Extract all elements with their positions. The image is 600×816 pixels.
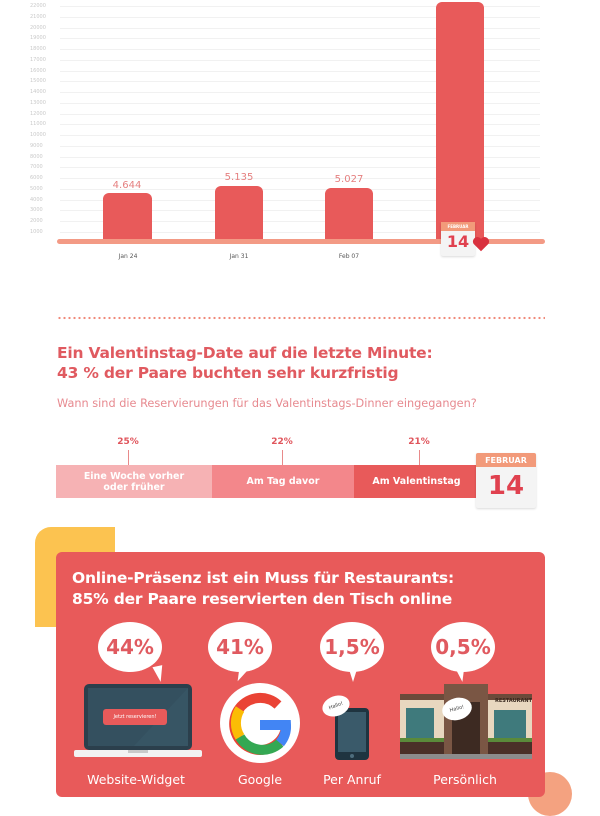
y-tick-label: 6000 xyxy=(30,175,43,182)
y-tick-label: 9000 xyxy=(30,142,43,149)
y-tick-label: 12000 xyxy=(30,110,46,117)
percent-bubble: 41% xyxy=(208,622,272,672)
bar-feb-14 xyxy=(436,2,484,240)
y-tick-label: 5000 xyxy=(30,185,43,192)
y-tick-label: 13000 xyxy=(30,99,46,106)
gridline xyxy=(60,199,540,201)
gridline xyxy=(60,113,540,115)
section-subtitle-timing: Wann sind die Reservierungen für das Val… xyxy=(57,397,477,410)
segment-tick xyxy=(128,450,129,465)
y-tick-label: 2000 xyxy=(30,218,43,225)
y-tick-label: 1000 xyxy=(30,229,43,235)
segment-percent: 22% xyxy=(271,437,293,447)
gridline xyxy=(60,16,540,18)
gridline xyxy=(60,167,540,169)
segment-tick xyxy=(282,450,283,465)
x-tick-label: Jan 24 xyxy=(118,253,138,260)
gridline xyxy=(60,38,540,40)
bubble-tail xyxy=(348,666,358,682)
x-tick-label: Jan 31 xyxy=(229,253,249,260)
heart-icon xyxy=(472,236,490,256)
gridline xyxy=(60,221,540,223)
y-tick-label: 19000 xyxy=(30,35,46,42)
gridline xyxy=(60,156,540,158)
restaurant-icon xyxy=(400,684,532,766)
gridline xyxy=(60,70,540,72)
restaurant-sign: RESTAURANT xyxy=(495,698,532,704)
segment-percent: 25% xyxy=(117,437,139,447)
segment-day-before: Am Tag davor xyxy=(212,465,354,498)
channel-label: Google xyxy=(237,772,283,787)
y-tick-label: 11000 xyxy=(30,121,46,128)
y-tick-label: 20000 xyxy=(30,24,46,31)
x-axis-baseline xyxy=(57,239,545,244)
bar-value-label: 5.135 xyxy=(224,172,254,183)
bar-value-label: 5.027 xyxy=(334,174,364,185)
y-tick-label: 3000 xyxy=(30,207,43,214)
segment-percent: 21% xyxy=(408,437,430,447)
gridline xyxy=(60,124,540,126)
y-tick-label: 18000 xyxy=(30,46,46,53)
section-title-timing: Ein Valentinstag-Date auf die letzte Min… xyxy=(57,344,433,382)
gridline xyxy=(60,178,540,180)
segment-week-before: Eine Woche vorher oder früher xyxy=(56,465,212,498)
bar-jan-31 xyxy=(215,186,263,240)
bubble-tail xyxy=(152,665,166,683)
y-tick-label: 16000 xyxy=(30,67,46,74)
laptop-icon xyxy=(74,684,202,768)
gridline xyxy=(60,232,540,233)
gridline xyxy=(60,27,540,29)
gridline xyxy=(60,81,540,83)
dotted-divider xyxy=(57,316,545,320)
google-icon xyxy=(220,683,300,763)
online-presence-card: Online-Präsenz ist ein Muss für Restaura… xyxy=(56,552,545,797)
gridline xyxy=(60,135,540,137)
gridline xyxy=(60,210,540,212)
channel-label: Per Anruf xyxy=(323,772,381,787)
y-tick-label: 4000 xyxy=(30,196,43,203)
bar-value-label: 4.644 xyxy=(112,180,142,191)
gridline xyxy=(60,188,540,190)
gridline xyxy=(60,102,540,104)
y-tick-label: 15000 xyxy=(30,78,46,85)
bar-jan-24 xyxy=(103,193,152,240)
y-tick-label: 7000 xyxy=(30,164,43,171)
gridline xyxy=(60,6,540,7)
channel-label: Persönlich xyxy=(433,772,497,787)
y-tick-label: 22000 xyxy=(30,3,46,9)
percent-bubble: 44% xyxy=(98,622,162,672)
reserve-button: Jetzt reservieren! xyxy=(103,709,167,725)
bar-feb-07 xyxy=(325,188,373,240)
percent-bubble: 1,5% xyxy=(320,622,384,672)
x-tick-label: Feb 07 xyxy=(338,253,360,260)
y-tick-label: 14000 xyxy=(30,89,46,96)
gridline xyxy=(60,59,540,61)
phone-icon xyxy=(335,708,369,760)
y-tick-label: 10000 xyxy=(30,132,46,139)
channel-label: Website-Widget xyxy=(87,772,185,787)
segment-valentines-day: Am Valentinstag xyxy=(354,465,479,498)
y-tick-label: 21000 xyxy=(30,13,46,20)
percent-bubble: 0,5% xyxy=(431,622,495,672)
gridline xyxy=(60,49,540,51)
segment-tick xyxy=(419,450,420,465)
calendar-icon: FEBRUAR 14 xyxy=(476,453,536,508)
gridline xyxy=(60,145,540,147)
y-tick-label: 8000 xyxy=(30,153,43,160)
gridline xyxy=(60,92,540,94)
y-tick-label: 17000 xyxy=(30,56,46,63)
calendar-icon: FEBRUAR 14 xyxy=(441,222,475,256)
card-title: Online-Präsenz ist ein Muss für Restaura… xyxy=(72,569,454,608)
